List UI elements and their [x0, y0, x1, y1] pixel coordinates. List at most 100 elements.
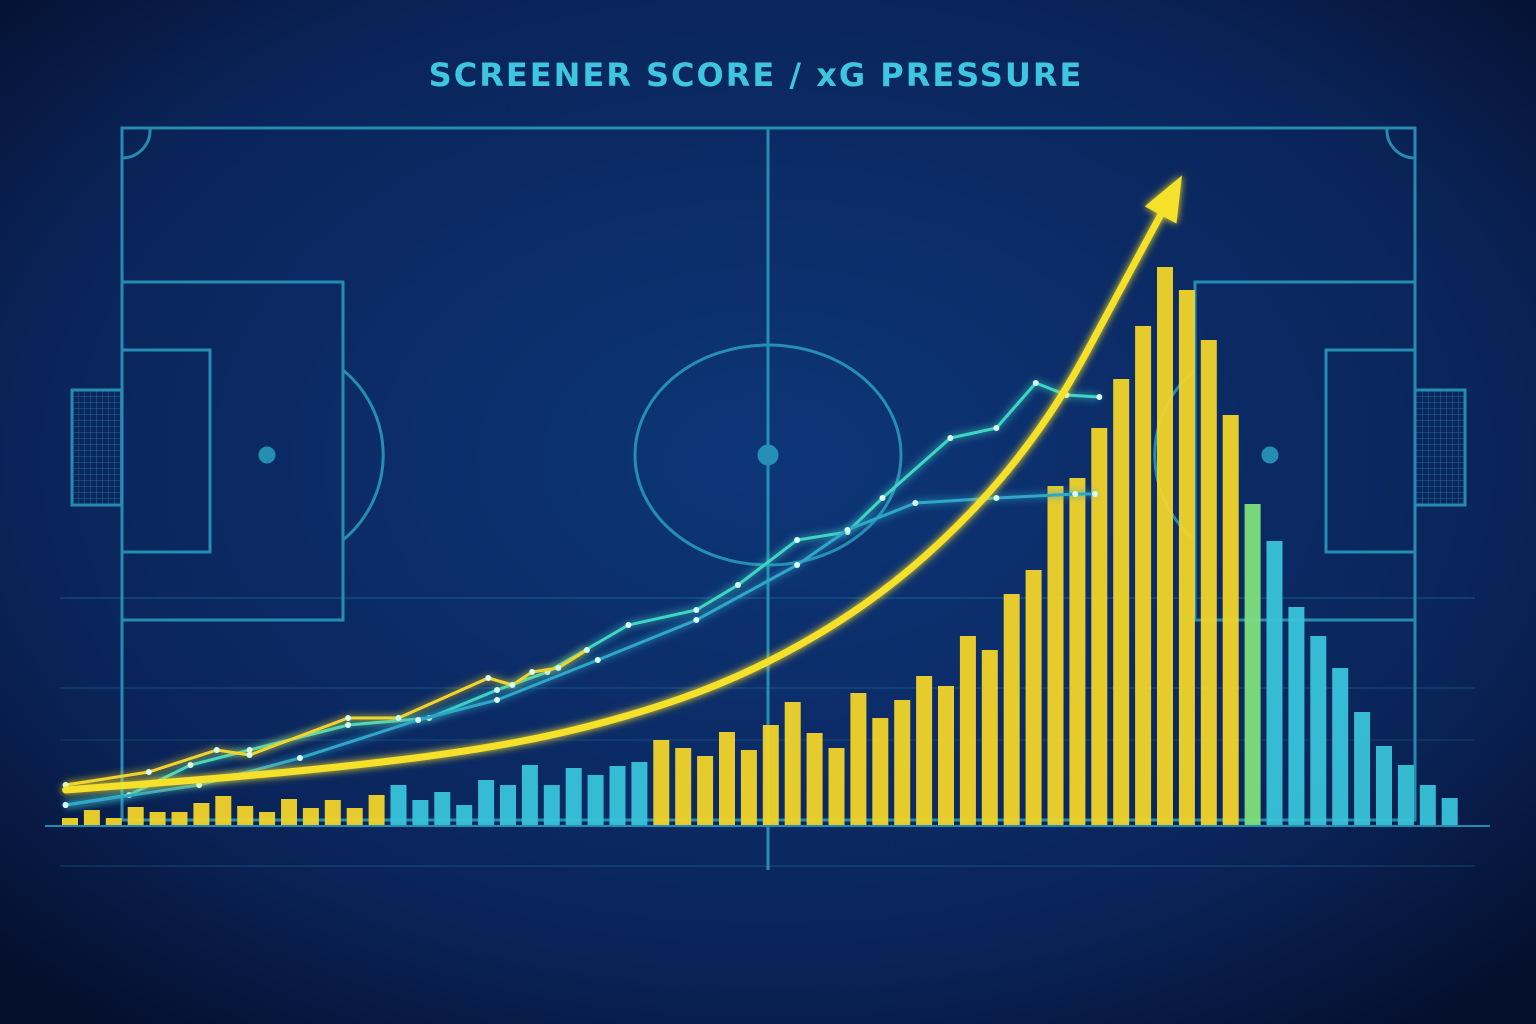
- bar: [302, 808, 319, 825]
- line-point: [494, 687, 501, 693]
- bar: [1397, 765, 1414, 825]
- line-point: [594, 657, 601, 663]
- bar: [762, 725, 779, 825]
- bar: [1025, 570, 1042, 825]
- bar: [1266, 541, 1283, 825]
- bar: [1419, 785, 1436, 825]
- bar: [83, 810, 100, 825]
- bar: [368, 795, 385, 825]
- bar: [675, 748, 692, 825]
- bar: [609, 766, 626, 825]
- bar: [390, 785, 407, 825]
- bar: [149, 812, 166, 825]
- line-point: [296, 755, 303, 761]
- line-point: [879, 495, 886, 501]
- line-point: [1096, 394, 1103, 400]
- line-point: [947, 435, 954, 441]
- bar: [1244, 504, 1261, 825]
- line-point: [993, 425, 1000, 431]
- bar: [653, 740, 670, 825]
- line-point: [734, 582, 741, 588]
- bar: [959, 636, 976, 825]
- lines: [62, 175, 1183, 808]
- bar: [1047, 486, 1064, 825]
- bar: [1157, 267, 1173, 825]
- line-point: [844, 527, 851, 533]
- line-point: [62, 802, 69, 808]
- line-point: [415, 717, 422, 723]
- bar: [1310, 636, 1327, 825]
- bar: [850, 693, 867, 825]
- line-point: [529, 669, 536, 675]
- bar: [412, 800, 429, 825]
- bar: [324, 800, 341, 825]
- bar: [565, 768, 582, 825]
- line-point: [246, 747, 253, 753]
- line-point: [794, 562, 801, 568]
- bars: [62, 267, 1458, 825]
- bar: [1222, 415, 1239, 825]
- line-point: [187, 762, 194, 768]
- line-point: [509, 682, 516, 688]
- line-point: [794, 537, 801, 543]
- line-point: [693, 617, 700, 623]
- bar: [543, 785, 560, 825]
- bar: [916, 676, 933, 825]
- bar: [1332, 668, 1349, 825]
- line-point: [145, 769, 152, 775]
- bar: [434, 792, 451, 825]
- line-point: [345, 722, 352, 728]
- line-point: [912, 500, 919, 506]
- bar: [938, 686, 954, 825]
- bar: [237, 806, 254, 825]
- bar: [1441, 798, 1458, 825]
- bar: [828, 748, 845, 825]
- bar: [456, 805, 473, 825]
- line-point: [693, 607, 700, 613]
- trend-arrow: [62, 211, 1165, 794]
- bar: [171, 812, 188, 825]
- bar: [740, 750, 757, 825]
- bar: [631, 762, 648, 825]
- line-point: [583, 647, 590, 653]
- arrow-head: [1144, 175, 1183, 224]
- line-point: [345, 715, 352, 721]
- bar: [1135, 326, 1152, 825]
- bar: [1178, 290, 1195, 825]
- line-point: [1032, 380, 1039, 386]
- line-point: [485, 675, 492, 681]
- line-point: [213, 747, 220, 753]
- bar: [1288, 607, 1305, 825]
- bar: [1069, 478, 1086, 825]
- bar: [193, 803, 210, 825]
- bar: [894, 700, 911, 825]
- bar: [127, 807, 144, 825]
- line-point: [196, 782, 203, 788]
- bar: [259, 812, 276, 825]
- line-point: [555, 665, 562, 671]
- bar: [521, 765, 538, 825]
- bar: [105, 818, 122, 825]
- bar: [719, 732, 735, 825]
- bar: [500, 785, 516, 825]
- line-point: [494, 697, 501, 703]
- bar: [1091, 428, 1108, 825]
- line-point: [1072, 491, 1079, 497]
- bar: [1376, 746, 1392, 825]
- bar: [981, 650, 998, 825]
- bar: [587, 775, 604, 825]
- line-point: [625, 622, 632, 628]
- line-point: [246, 752, 253, 758]
- bar: [872, 718, 889, 825]
- bar: [1003, 594, 1020, 825]
- line-point: [993, 495, 1000, 501]
- bar: [806, 733, 823, 825]
- line-point: [1091, 491, 1098, 497]
- bar: [1354, 712, 1371, 825]
- bar: [1113, 379, 1130, 825]
- bar: [62, 818, 78, 825]
- line-point: [395, 715, 402, 721]
- bar: [346, 808, 363, 825]
- bar: [784, 702, 801, 825]
